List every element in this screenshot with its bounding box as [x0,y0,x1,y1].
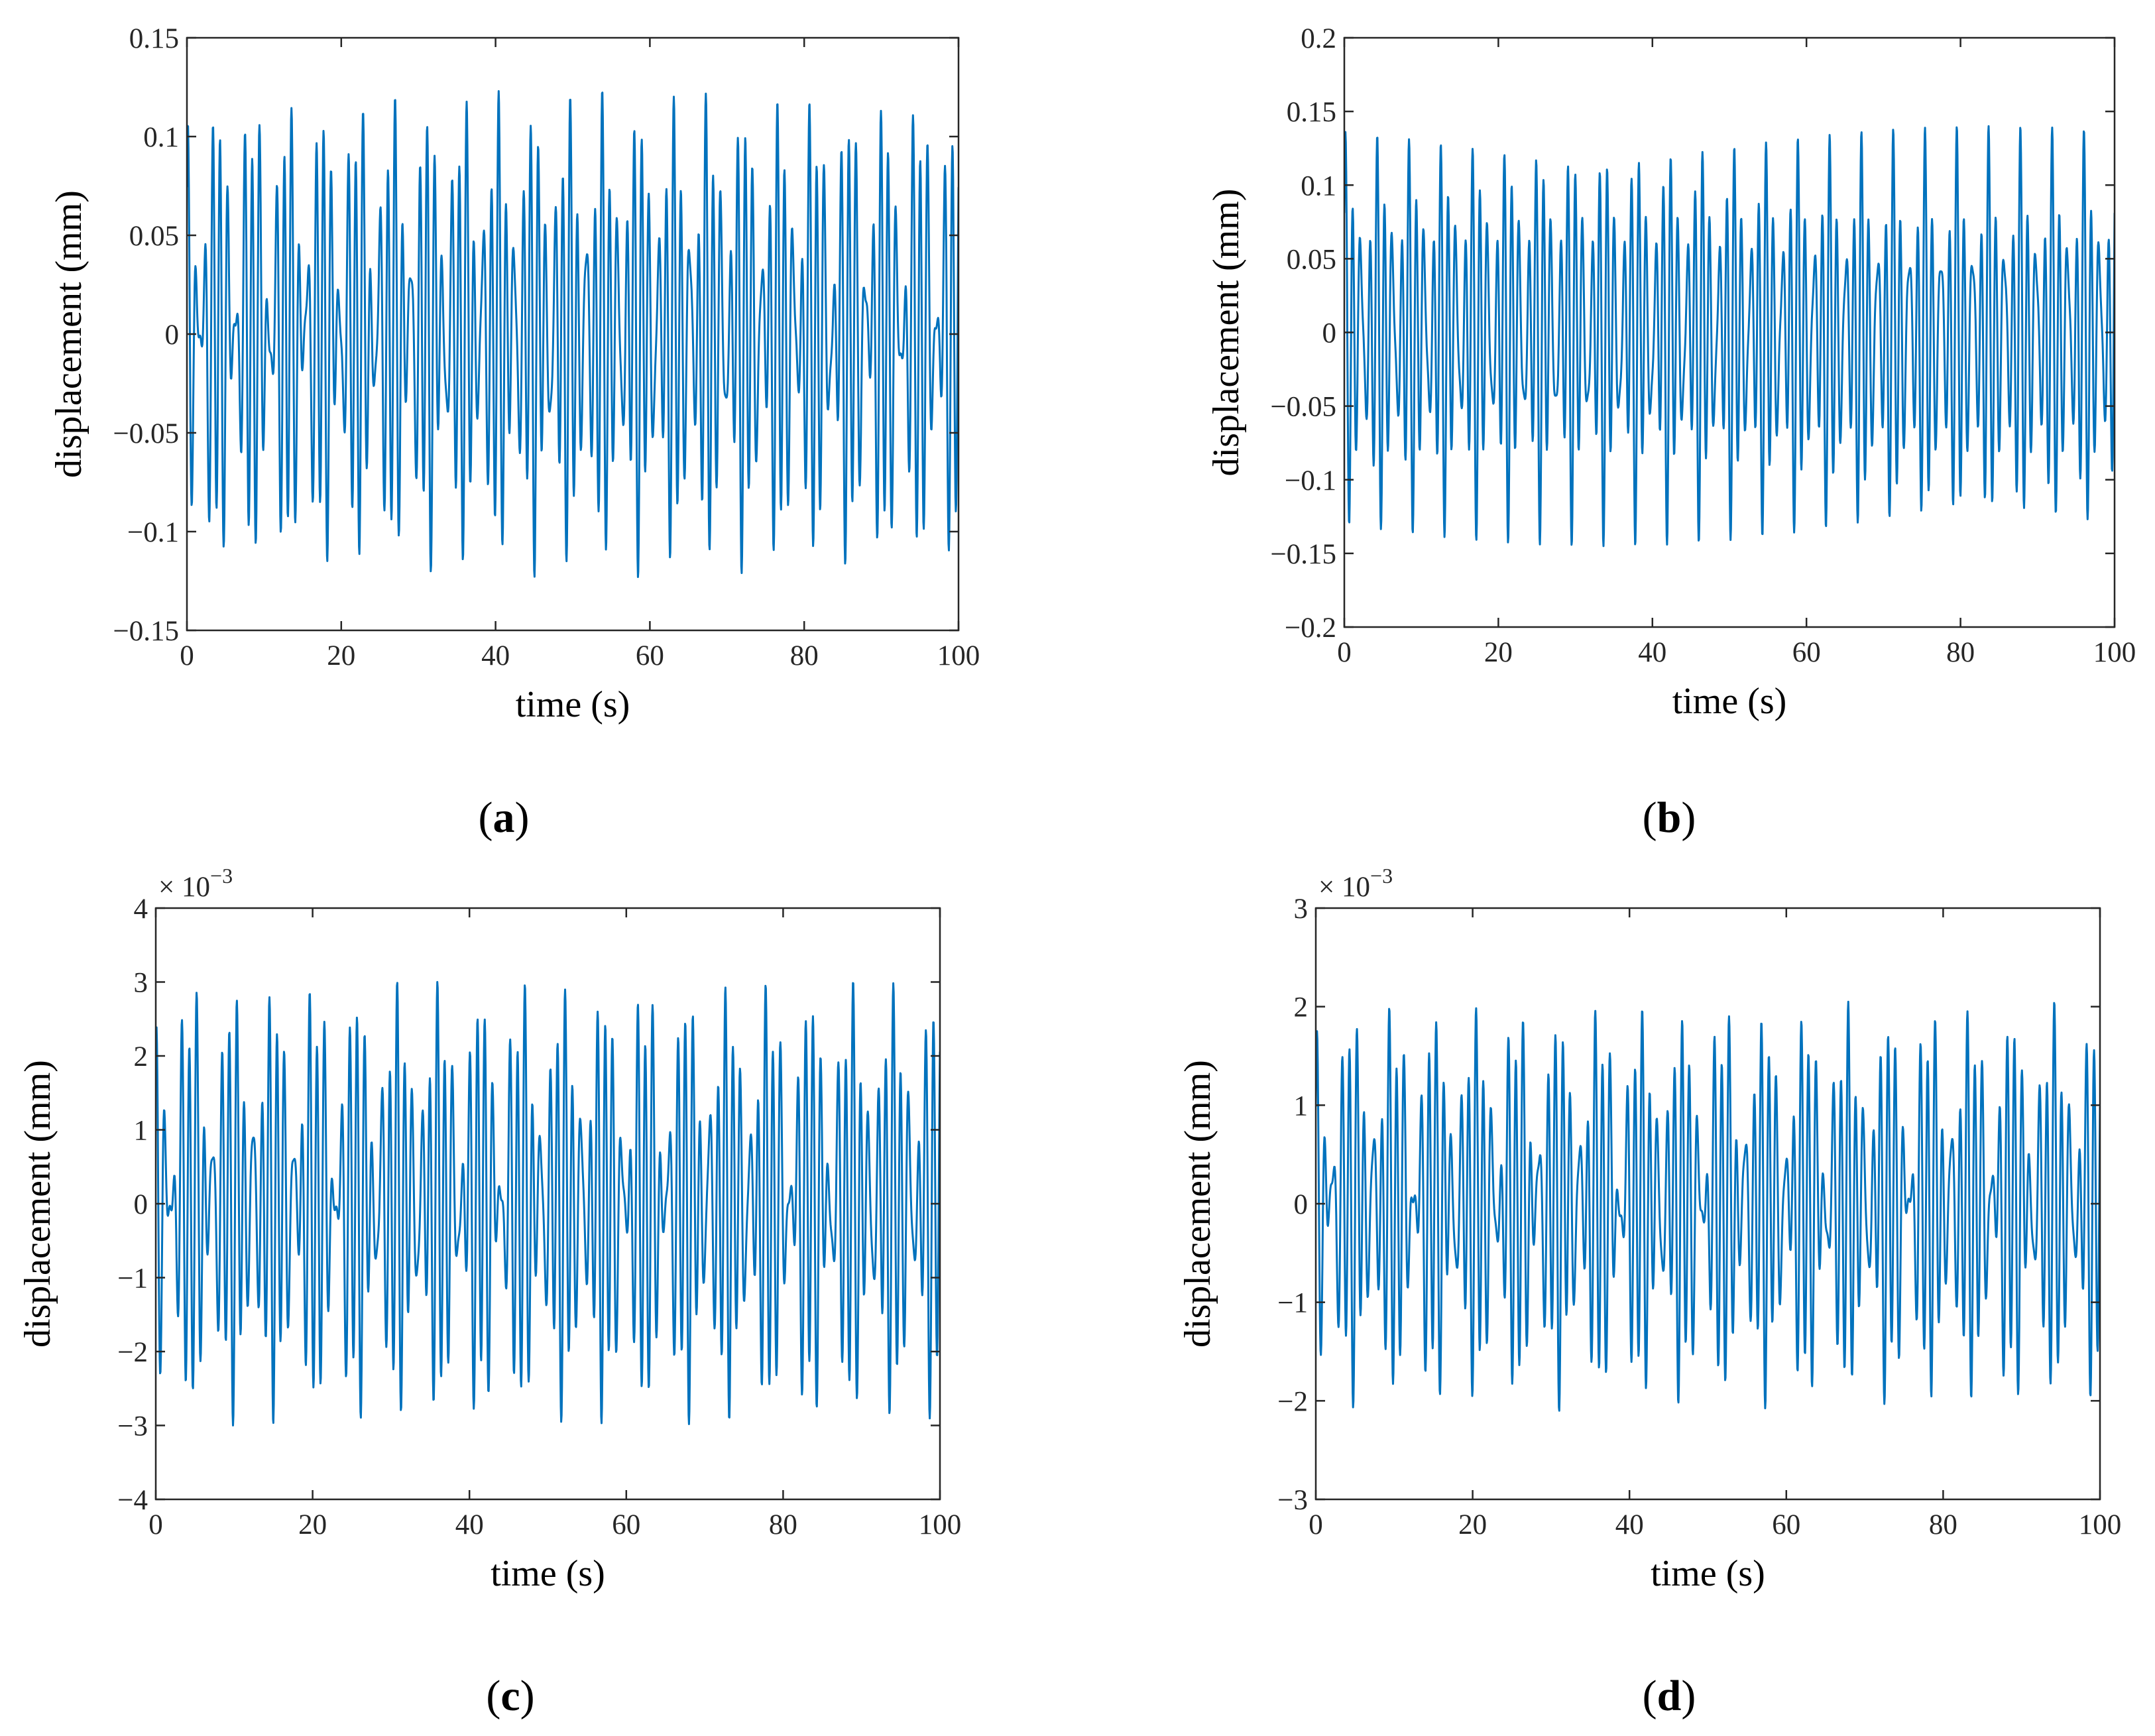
chart-d-ytick-label: −1 [1277,1288,1308,1319]
chart-d-series-line [1316,1000,2100,1412]
chart-a-ytick-label: 0.05 [129,221,179,252]
chart-d-xtick-label: 100 [2079,1509,2122,1540]
chart-c-xtick-label: 60 [612,1509,640,1540]
chart-d-ytick-label: 2 [1294,992,1309,1023]
chart-a-ytick-label: 0.1 [143,122,179,153]
chart-d-ytick-label: −2 [1277,1386,1308,1417]
chart-a-xtick-label: 100 [937,640,980,671]
chart-d-xtick-label: 40 [1615,1509,1644,1540]
chart-c-ytick-label: 1 [134,1116,148,1147]
chart-b-ytick-label: 0 [1322,318,1337,349]
panel-caption-d: (d) [1643,1672,1696,1720]
chart-b-xtick-label: 80 [1946,637,1975,668]
panel-caption-c: (c) [486,1672,534,1720]
chart-c-xtick-label: 80 [769,1509,797,1540]
chart-a-ytick-label: 0 [165,319,180,351]
chart-d-exponent-label: × 10−3 [1318,864,1393,903]
chart-a-xtick-label: 0 [180,640,194,671]
chart-d-xtick-label: 60 [1772,1509,1800,1540]
chart-a-ylabel: displacement (mm) [48,190,89,478]
chart-d-xtick-label: 0 [1309,1509,1323,1540]
chart-c-xtick-label: 40 [455,1509,484,1540]
chart-c-exponent-label: × 10−3 [158,864,233,903]
chart-b-ytick-label: 0.15 [1287,97,1336,128]
chart-d-ytick-label: −3 [1277,1485,1308,1516]
chart-b-ytick-label: −0.1 [1285,465,1336,496]
chart-c-xtick-label: 20 [298,1509,327,1540]
chart-c-ytick-label: 3 [134,968,148,999]
chart-d-xtick-label: 80 [1929,1509,1957,1540]
panel-caption-a: (a) [479,793,530,842]
chart-b-xtick-label: 0 [1337,637,1352,668]
chart-b-ytick-label: −0.05 [1270,392,1336,423]
chart-b-ytick-label: 0.05 [1287,244,1336,275]
chart-d-ytick-label: 1 [1294,1090,1309,1122]
panel-a: (a) 0 20 40 60 80 100 −0.15 −0.1 −0.05 0 0.05 0.1 0.… [48,23,980,842]
chart-d-ytick-label: 3 [1294,894,1309,925]
chart-c-ytick-label: 4 [134,894,148,925]
chart-b-xtick-label: 20 [1484,637,1513,668]
chart-a-xlabel: time (s) [516,684,630,725]
chart-c-xlabel: time (s) [491,1553,605,1594]
chart-d-ytick-label: 0 [1294,1189,1309,1220]
chart-a-ytick-label: 0.15 [129,23,179,54]
panel-c: (c) 0 20 40 60 80 100 −4 −3 −2 −1 0 1 2 3 4 time (s) dis… [17,864,961,1720]
chart-a-xtick-label: 40 [481,640,510,671]
chart-b-ytick-label: −0.15 [1270,539,1336,570]
chart-a-ytick-label: −0.15 [113,616,179,647]
chart-a-ytick-label: −0.05 [113,418,179,449]
chart-b-xtick-label: 100 [2093,637,2136,668]
chart-a-xtick-label: 20 [327,640,355,671]
chart-b-ylabel: displacement (mm) [1206,189,1247,477]
chart-c-ytick-label: −2 [117,1337,148,1368]
chart-c-ytick-label: 2 [134,1041,148,1072]
chart-c-xtick-label: 100 [919,1509,962,1540]
chart-b-ytick-label: 0.1 [1301,170,1336,202]
chart-c-ytick-label: −1 [117,1263,148,1295]
chart-c-ytick-label: 0 [134,1189,148,1220]
chart-b-xlabel: time (s) [1672,681,1787,722]
chart-b-xtick-label: 60 [1792,637,1821,668]
chart-c-ylabel: displacement (mm) [17,1060,58,1348]
chart-a-ytick-label: −0.1 [127,517,179,548]
chart-a-xtick-label: 60 [636,640,664,671]
chart-d-xlabel: time (s) [1651,1553,1765,1594]
chart-b-ytick-label: −0.2 [1285,612,1336,644]
panel-caption-b: (b) [1643,793,1696,842]
panel-d: (d) 0 20 40 60 80 100 −3 −2 −1 0 1 2 3 time (s) displa… [1177,864,2121,1720]
panel-b: (b) 0 20 40 60 80 100 −0.2 −0.15 −0.1 −0.05 0 0.05 0… [1206,23,2136,842]
chart-d-ylabel: displacement (mm) [1177,1060,1218,1348]
chart-c-series-line [156,981,940,1426]
chart-b-ytick-label: 0.2 [1301,23,1336,54]
chart-d-xtick-label: 20 [1458,1509,1487,1540]
chart-c-xtick-label: 0 [148,1509,163,1540]
chart-a-series-line [187,90,959,578]
chart-c-ytick-label: −3 [117,1411,148,1442]
chart-a-xtick-label: 80 [790,640,819,671]
chart-c-ytick-label: −4 [117,1485,148,1516]
chart-b-series-line [1344,125,2115,548]
chart-b-xtick-label: 40 [1638,637,1666,668]
